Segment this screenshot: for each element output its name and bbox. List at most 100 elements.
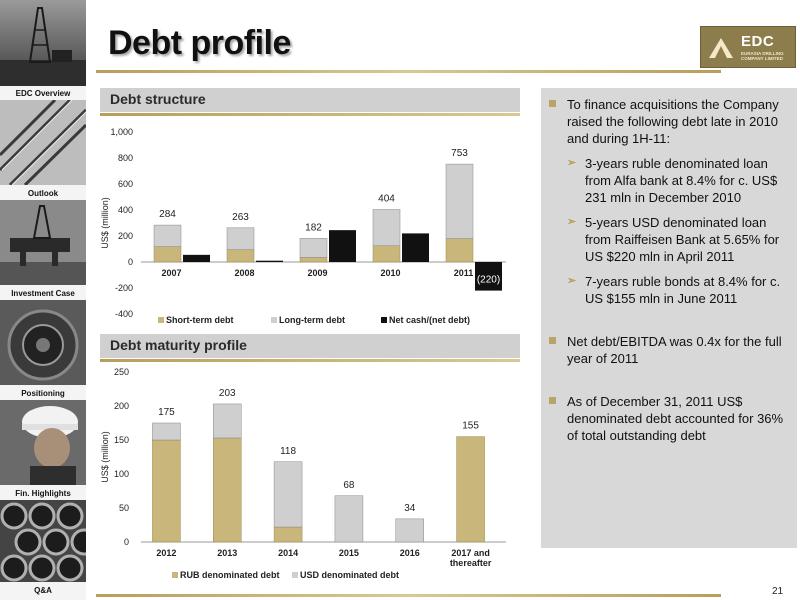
- x-tick-label: 2014: [278, 548, 298, 558]
- logo-text: EDC: [741, 33, 775, 50]
- x-tick-label: 2011: [454, 268, 474, 278]
- y-tick-label: 0: [128, 257, 133, 267]
- legend-swatch: [158, 317, 164, 323]
- bullet-text: Net debt/EBITDA was 0.4x for the full ye…: [567, 334, 782, 366]
- nav-thumb-worker: [0, 400, 86, 485]
- net-debt-label: (220): [477, 275, 500, 286]
- sub-bullet-bonds: ➢ 7-years ruble bonds at 8.4% for c. US …: [549, 273, 785, 307]
- x-tick-label: 2009: [307, 268, 327, 278]
- sub-bullet-text: 5-years USD denominated loan from Raiffe…: [585, 215, 780, 264]
- bullet-usd-share: As of December 31, 2011 US$ denominated …: [549, 393, 785, 444]
- section-header-debt-structure: Debt structure: [100, 88, 520, 116]
- rub-debt-bar: [273, 526, 303, 543]
- nav-thumb-drilling-rig: [0, 0, 86, 86]
- logo-mark-icon: [709, 38, 733, 58]
- usd-debt-bar: [395, 518, 424, 543]
- nav-thumb-drill-bit: [0, 300, 86, 385]
- debt-maturity-svg: 250 200 150 100 50 0 US$ (million) 175 2012 203 20…: [100, 367, 506, 580]
- sidebar-nav: EDC Overview Outlook Investment Case: [0, 0, 98, 600]
- x-tick-label: 2016: [400, 548, 420, 558]
- nav-item-investment-case[interactable]: Investment Case: [11, 289, 75, 298]
- usd-debt-bar: [213, 403, 242, 439]
- y-tick-label: 50: [119, 503, 129, 513]
- total-debt-label: 404: [378, 193, 395, 204]
- rub-debt-bar: [152, 439, 181, 543]
- y-tick-label: 150: [114, 435, 129, 445]
- long-term-debt-bar: [153, 224, 182, 247]
- short-term-debt-bar: [445, 238, 474, 263]
- nav-item-qa[interactable]: Q&A: [34, 586, 52, 595]
- total-maturity-label: 203: [219, 388, 236, 399]
- legend-label: RUB denominated debt: [180, 570, 280, 580]
- rub-debt-bar: [456, 436, 485, 543]
- total-maturity-label: 68: [343, 480, 355, 491]
- long-term-debt-bar: [445, 163, 474, 239]
- y-tick-label: -400: [115, 309, 133, 319]
- long-term-debt-bar: [226, 227, 255, 250]
- legend-swatch: [172, 572, 178, 578]
- short-term-debt-bar: [372, 245, 401, 263]
- total-maturity-label: 155: [462, 421, 479, 432]
- bullet-net-debt-ebitda: Net debt/EBITDA was 0.4x for the full ye…: [549, 333, 785, 367]
- chevron-right-icon: ➢: [567, 157, 577, 169]
- bullet-square-icon: [549, 100, 556, 107]
- nav-item-positioning[interactable]: Positioning: [21, 389, 65, 398]
- nav-thumb-offshore-rig: [0, 200, 86, 285]
- y-axis-title: US$ (million): [100, 431, 110, 483]
- logo-subtext: EURASIA DRILLING COMPANY LIMITED: [741, 51, 784, 61]
- y-axis-title: US$ (million): [100, 197, 110, 249]
- total-debt-label: 284: [159, 209, 176, 220]
- net-cash-bar: [402, 233, 429, 262]
- x-tick-label: 2012: [156, 548, 176, 558]
- x-tick-label: 2010: [380, 268, 400, 278]
- usd-debt-bar: [152, 422, 181, 441]
- y-tick-label: 800: [118, 153, 133, 163]
- bullet-square-icon: [549, 337, 556, 344]
- chevron-right-icon: ➢: [567, 275, 577, 287]
- y-tick-label: 1,000: [110, 127, 133, 137]
- total-maturity-label: 34: [404, 503, 416, 514]
- rub-debt-bar: [213, 437, 242, 543]
- sub-bullet-text: 3-years ruble denominated loan from Alfa…: [585, 156, 778, 205]
- total-debt-label: 263: [232, 212, 249, 223]
- page-title: Debt profile: [108, 24, 291, 62]
- nav-thumb-pipe-stack: [0, 500, 98, 582]
- x-tick-label: 2007: [161, 268, 181, 278]
- chevron-right-icon: ➢: [567, 216, 577, 228]
- legend-swatch: [381, 317, 387, 323]
- y-tick-label: 100: [114, 469, 129, 479]
- sub-bullet-raiffeisen: ➢ 5-years USD denominated loan from Raif…: [549, 214, 785, 265]
- sub-bullet-text: 7-years ruble bonds at 8.4% for c. US $1…: [585, 274, 781, 306]
- long-term-debt-bar: [372, 209, 401, 247]
- total-maturity-label: 118: [280, 446, 296, 457]
- legend-label: Long-term debt: [279, 315, 345, 325]
- debt-structure-svg: 1,000 800 600 400 200 0 -200 -400 US$ (million) 2…: [100, 127, 506, 325]
- net-cash-bar: [475, 262, 502, 291]
- x-tick-label: 2008: [234, 268, 254, 278]
- x-tick-label: 2017 and: [451, 548, 490, 558]
- legend-label: USD denominated debt: [300, 570, 399, 580]
- nav-thumb-pipes: [0, 98, 89, 187]
- bullet-text: As of December 31, 2011 US$ denominated …: [567, 394, 784, 443]
- bullet-financing: To finance acquisitions the Company rais…: [549, 96, 785, 147]
- page-number: 21: [772, 586, 784, 597]
- y-tick-label: 200: [118, 231, 133, 241]
- y-tick-label: 400: [118, 205, 133, 215]
- y-tick-label: 200: [114, 401, 129, 411]
- total-maturity-label: 175: [158, 407, 175, 418]
- y-tick-label: 250: [114, 367, 129, 377]
- net-cash-bar: [256, 260, 283, 262]
- nav-item-outlook[interactable]: Outlook: [27, 189, 59, 198]
- nav-item-edc-overview[interactable]: EDC Overview: [15, 89, 71, 98]
- debt-maturity-chart: 250 200 150 100 50 0 US$ (million) 175 2012 203 20…: [96, 362, 526, 584]
- nav-item-fin-highlights[interactable]: Fin. Highlights: [15, 489, 71, 498]
- company-logo: EDC EURASIA DRILLING COMPANY LIMITED: [700, 26, 796, 68]
- legend-swatch: [292, 572, 298, 578]
- legend-swatch: [271, 317, 277, 323]
- net-cash-bar: [183, 254, 210, 262]
- usd-debt-bar: [334, 495, 364, 543]
- debt-structure-chart: 1,000 800 600 400 200 0 -200 -400 US$ (million) 2…: [96, 118, 526, 332]
- total-debt-label: 753: [451, 148, 468, 159]
- bullet-square-icon: [549, 397, 556, 404]
- usd-debt-bar: [273, 461, 303, 528]
